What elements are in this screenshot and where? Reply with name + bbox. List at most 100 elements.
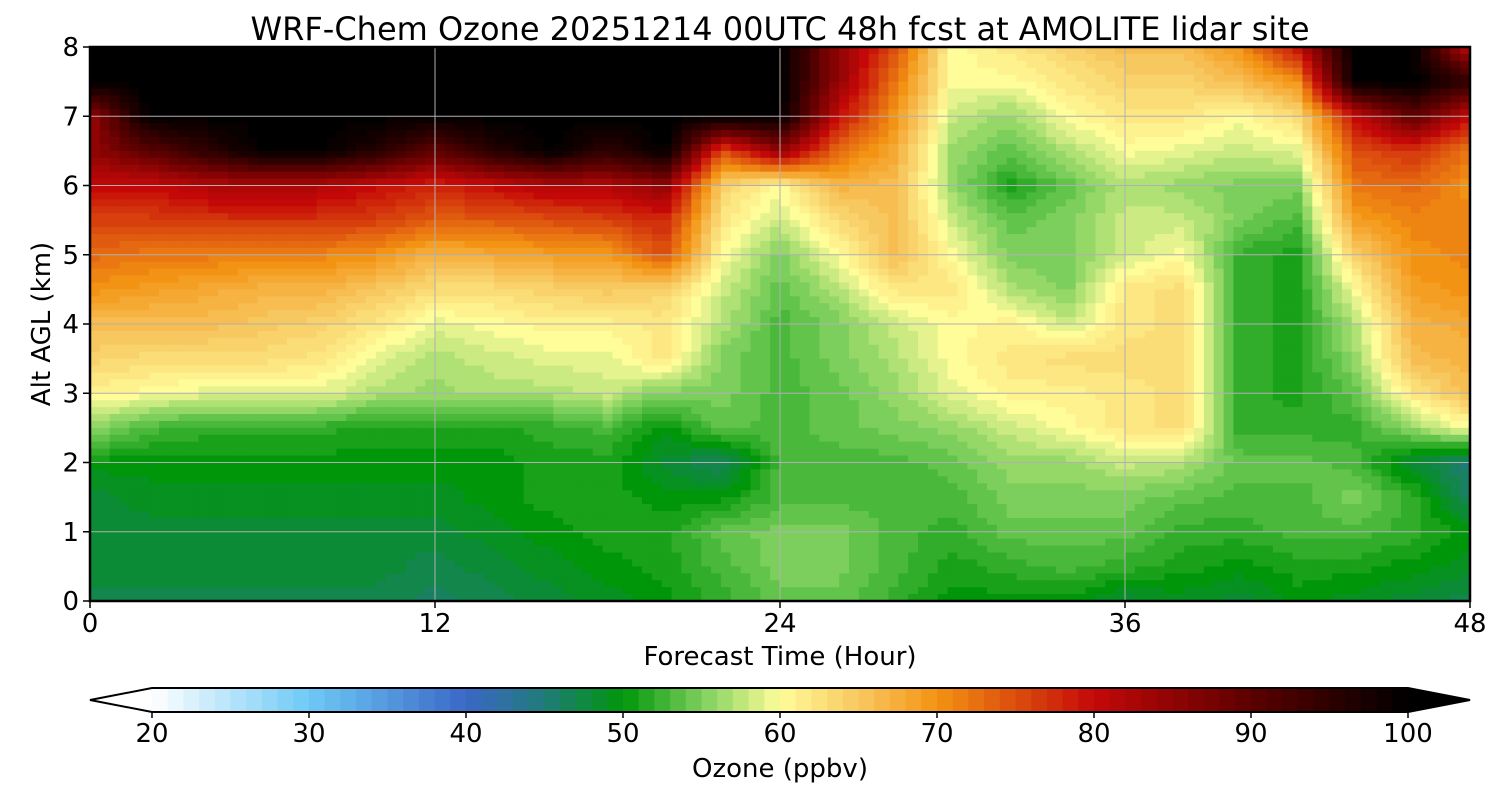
heat-cell bbox=[799, 88, 811, 97]
heat-cell bbox=[592, 178, 604, 187]
heat-cell bbox=[1292, 282, 1304, 290]
heat-cell bbox=[1203, 247, 1215, 256]
heat-cell bbox=[908, 137, 919, 145]
heat-cell bbox=[1006, 74, 1018, 83]
heat-cell bbox=[1134, 261, 1146, 270]
heat-cell bbox=[937, 199, 949, 207]
heat-cell bbox=[504, 282, 515, 290]
heat-cell bbox=[523, 199, 535, 207]
heat-cell bbox=[1440, 88, 1451, 97]
heat-cell bbox=[513, 275, 525, 284]
heat-cell bbox=[829, 137, 840, 145]
heat-cell bbox=[346, 123, 357, 131]
heat-cell bbox=[1036, 109, 1047, 117]
heat-cell bbox=[799, 150, 811, 159]
heat-cell bbox=[888, 240, 899, 249]
heat-cell bbox=[789, 220, 801, 228]
heat-cell bbox=[829, 95, 840, 103]
heat-cell bbox=[356, 95, 367, 103]
heat-cell bbox=[1223, 109, 1235, 117]
heat-cell bbox=[1095, 185, 1106, 194]
heat-cell bbox=[277, 53, 288, 62]
heat-cell bbox=[1322, 60, 1333, 69]
heat-cell bbox=[553, 137, 564, 145]
heat-cell bbox=[415, 164, 426, 173]
heat-cell bbox=[504, 213, 515, 221]
heat-cell bbox=[346, 192, 357, 200]
heat-cell bbox=[484, 206, 495, 214]
heat-cell bbox=[1361, 53, 1373, 62]
heat-cell bbox=[415, 233, 426, 242]
heat-cell bbox=[661, 137, 673, 145]
heat-cell bbox=[573, 254, 584, 263]
heat-cell bbox=[612, 130, 623, 138]
heat-cell bbox=[168, 164, 180, 173]
heat-cell bbox=[484, 268, 495, 277]
heat-cell bbox=[178, 178, 190, 187]
heat-cell bbox=[1174, 143, 1185, 152]
heat-cell bbox=[267, 67, 278, 76]
heat-cell bbox=[888, 254, 899, 263]
heat-cell bbox=[257, 157, 269, 166]
heat-cell bbox=[247, 192, 259, 200]
heat-cell bbox=[967, 233, 978, 242]
heat-cell bbox=[1213, 261, 1225, 270]
heat-cell bbox=[701, 88, 712, 97]
heat-cell bbox=[957, 143, 968, 152]
heat-cell bbox=[760, 88, 771, 97]
heat-cell bbox=[306, 130, 318, 138]
heat-cell bbox=[1322, 171, 1333, 180]
heat-cell bbox=[1203, 268, 1215, 277]
heat-cell bbox=[1213, 220, 1225, 228]
heat-cell bbox=[1332, 47, 1343, 55]
heat-cell bbox=[1203, 157, 1215, 166]
heat-cell bbox=[119, 275, 131, 284]
heat-cell bbox=[385, 220, 397, 228]
heat-cell bbox=[1056, 275, 1067, 284]
heat-cell bbox=[1253, 178, 1264, 187]
heat-cell bbox=[484, 123, 495, 131]
heat-cell bbox=[129, 143, 140, 152]
heat-cell bbox=[395, 123, 407, 131]
heat-cell bbox=[681, 102, 692, 110]
heat-cell bbox=[730, 171, 742, 180]
heat-cell bbox=[533, 192, 545, 200]
heat-cell bbox=[119, 60, 131, 69]
heat-cell bbox=[819, 47, 830, 55]
heat-cell bbox=[898, 282, 909, 290]
heat-cell bbox=[967, 130, 978, 138]
heat-cell bbox=[188, 171, 200, 180]
heat-cell bbox=[1341, 240, 1353, 249]
heat-cell bbox=[523, 192, 535, 200]
heat-cell bbox=[435, 130, 446, 138]
heat-cell bbox=[573, 67, 584, 76]
heat-cell bbox=[878, 88, 890, 97]
heat-cell bbox=[90, 95, 101, 103]
heat-cell bbox=[711, 47, 722, 55]
heat-cell bbox=[99, 206, 111, 214]
heat-cell bbox=[316, 227, 328, 235]
heat-cell bbox=[218, 60, 229, 69]
heat-cell bbox=[149, 192, 160, 200]
heat-cell bbox=[1302, 74, 1313, 83]
heat-cell bbox=[1154, 240, 1166, 249]
heat-cell bbox=[582, 233, 594, 242]
heat-cell bbox=[425, 137, 436, 145]
heat-cell bbox=[1272, 116, 1284, 124]
heat-cell bbox=[523, 247, 535, 256]
heat-cell bbox=[937, 67, 949, 76]
heat-cell bbox=[592, 95, 604, 103]
heat-cell bbox=[1026, 130, 1037, 138]
heat-cell bbox=[602, 289, 614, 297]
heat-cell bbox=[947, 254, 959, 263]
heat-cell bbox=[1223, 275, 1235, 284]
heat-cell bbox=[247, 116, 259, 124]
heat-cell bbox=[149, 150, 160, 159]
heat-cell bbox=[385, 213, 397, 221]
heat-cell bbox=[651, 206, 663, 214]
heat-cell bbox=[927, 67, 939, 76]
heat-cell bbox=[750, 81, 761, 90]
heat-cell bbox=[701, 143, 712, 152]
heat-cell bbox=[1056, 268, 1067, 277]
heat-cell bbox=[1292, 123, 1304, 131]
